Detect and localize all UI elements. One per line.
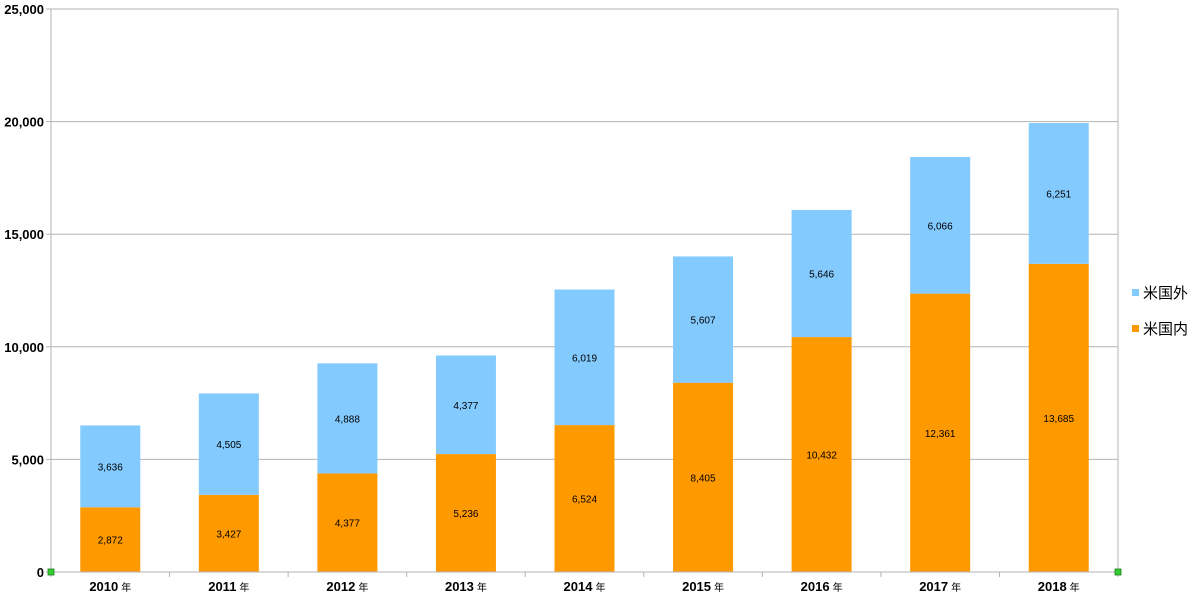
data-label: 10,432 <box>806 451 837 462</box>
bar-segment <box>554 289 615 426</box>
bar-segment <box>198 494 259 572</box>
x-tick-unit: 年 <box>121 581 131 594</box>
axis-handle-right <box>1114 568 1122 576</box>
legend-label: 米国内 <box>1143 321 1188 338</box>
data-label: 6,251 <box>1046 189 1071 200</box>
x-tick-label: 2017 年 <box>919 579 961 594</box>
x-tick-label: 2015 年 <box>682 579 724 594</box>
data-label: 13,685 <box>1043 414 1074 425</box>
bar-segment <box>435 454 496 572</box>
x-tick-year: 2012 <box>326 579 355 594</box>
data-label: 6,066 <box>928 221 953 232</box>
x-tick-label: 2016 年 <box>801 579 843 594</box>
y-tick-label: 0 <box>37 565 44 580</box>
bar-segment <box>673 256 734 383</box>
y-tick-label: 15,000 <box>4 227 44 242</box>
x-tick-label: 2011 年 <box>208 579 249 594</box>
x-tick-unit: 年 <box>595 581 605 594</box>
bar-segment <box>1028 263 1089 572</box>
x-tick-unit: 年 <box>358 581 368 594</box>
data-label: 3,427 <box>216 529 241 540</box>
x-tick-unit: 年 <box>714 581 724 594</box>
legend-label: 米国外 <box>1143 285 1188 302</box>
data-label: 6,019 <box>572 353 597 364</box>
bar-segment <box>80 425 141 508</box>
axis-handle-left <box>47 568 55 576</box>
data-label: 4,377 <box>335 519 360 530</box>
x-tick-year: 2011 <box>208 579 236 594</box>
y-tick-label: 10,000 <box>4 340 44 355</box>
x-tick-year: 2015 <box>682 579 711 594</box>
x-tick-year: 2016 <box>801 579 830 594</box>
legend-swatch <box>1132 289 1139 296</box>
bar-segment <box>80 507 141 572</box>
x-tick-unit: 年 <box>833 581 843 594</box>
x-tick-label: 2010 年 <box>89 579 131 594</box>
x-tick-label: 2018 年 <box>1038 579 1080 594</box>
data-label: 8,405 <box>691 473 716 484</box>
bar-segment <box>791 337 852 572</box>
x-tick-year: 2010 <box>89 579 118 594</box>
data-label: 4,377 <box>453 401 478 412</box>
data-label: 6,524 <box>572 495 597 506</box>
bar-segment <box>317 363 378 474</box>
bars: 2,872 3,636 3,427 4,505 4,377 4,888 5,236 4,377… <box>80 123 1089 572</box>
x-axis: 2010 年 2011 年 2012 年 2013 年 2014 年 2015 年 2016 年 2017 年… <box>47 568 1122 594</box>
bar-segment <box>910 157 971 294</box>
y-tick-label: 5,000 <box>11 452 44 467</box>
legend-swatch <box>1132 325 1139 332</box>
x-tick-unit: 年 <box>477 581 487 594</box>
x-tick-unit: 年 <box>1070 581 1080 594</box>
data-label: 5,607 <box>691 316 716 327</box>
x-tick-label: 2014 年 <box>564 579 606 594</box>
data-label: 5,646 <box>809 269 834 280</box>
x-tick-unit: 年 <box>239 581 249 594</box>
data-label: 12,361 <box>925 429 956 440</box>
y-tick-label: 25,000 <box>4 2 44 17</box>
x-tick-label: 2013 年 <box>445 579 487 594</box>
bar-segment <box>673 382 734 572</box>
bar-segment <box>554 425 615 572</box>
x-tick-label: 2012 年 <box>326 579 368 594</box>
bar-segment <box>435 355 496 455</box>
x-tick-year: 2017 <box>919 579 948 594</box>
data-label: 4,505 <box>216 440 241 451</box>
x-tick-year: 2018 <box>1038 579 1067 594</box>
bar-segment <box>198 393 259 495</box>
y-axis: 0 5,000 10,000 15,000 20,000 25,000 <box>4 2 52 580</box>
bar-segment <box>1028 123 1089 264</box>
data-label: 3,636 <box>98 462 123 473</box>
x-tick-unit: 年 <box>951 581 961 594</box>
data-label: 2,872 <box>98 536 123 547</box>
data-label: 5,236 <box>453 509 478 520</box>
bar-segment <box>910 293 971 572</box>
data-label: 4,888 <box>335 414 360 425</box>
bar-segment <box>791 209 852 338</box>
x-tick-year: 2013 <box>445 579 474 594</box>
x-tick-year: 2014 <box>564 579 594 594</box>
y-tick-label: 20,000 <box>4 115 44 130</box>
bar-segment <box>317 473 378 572</box>
